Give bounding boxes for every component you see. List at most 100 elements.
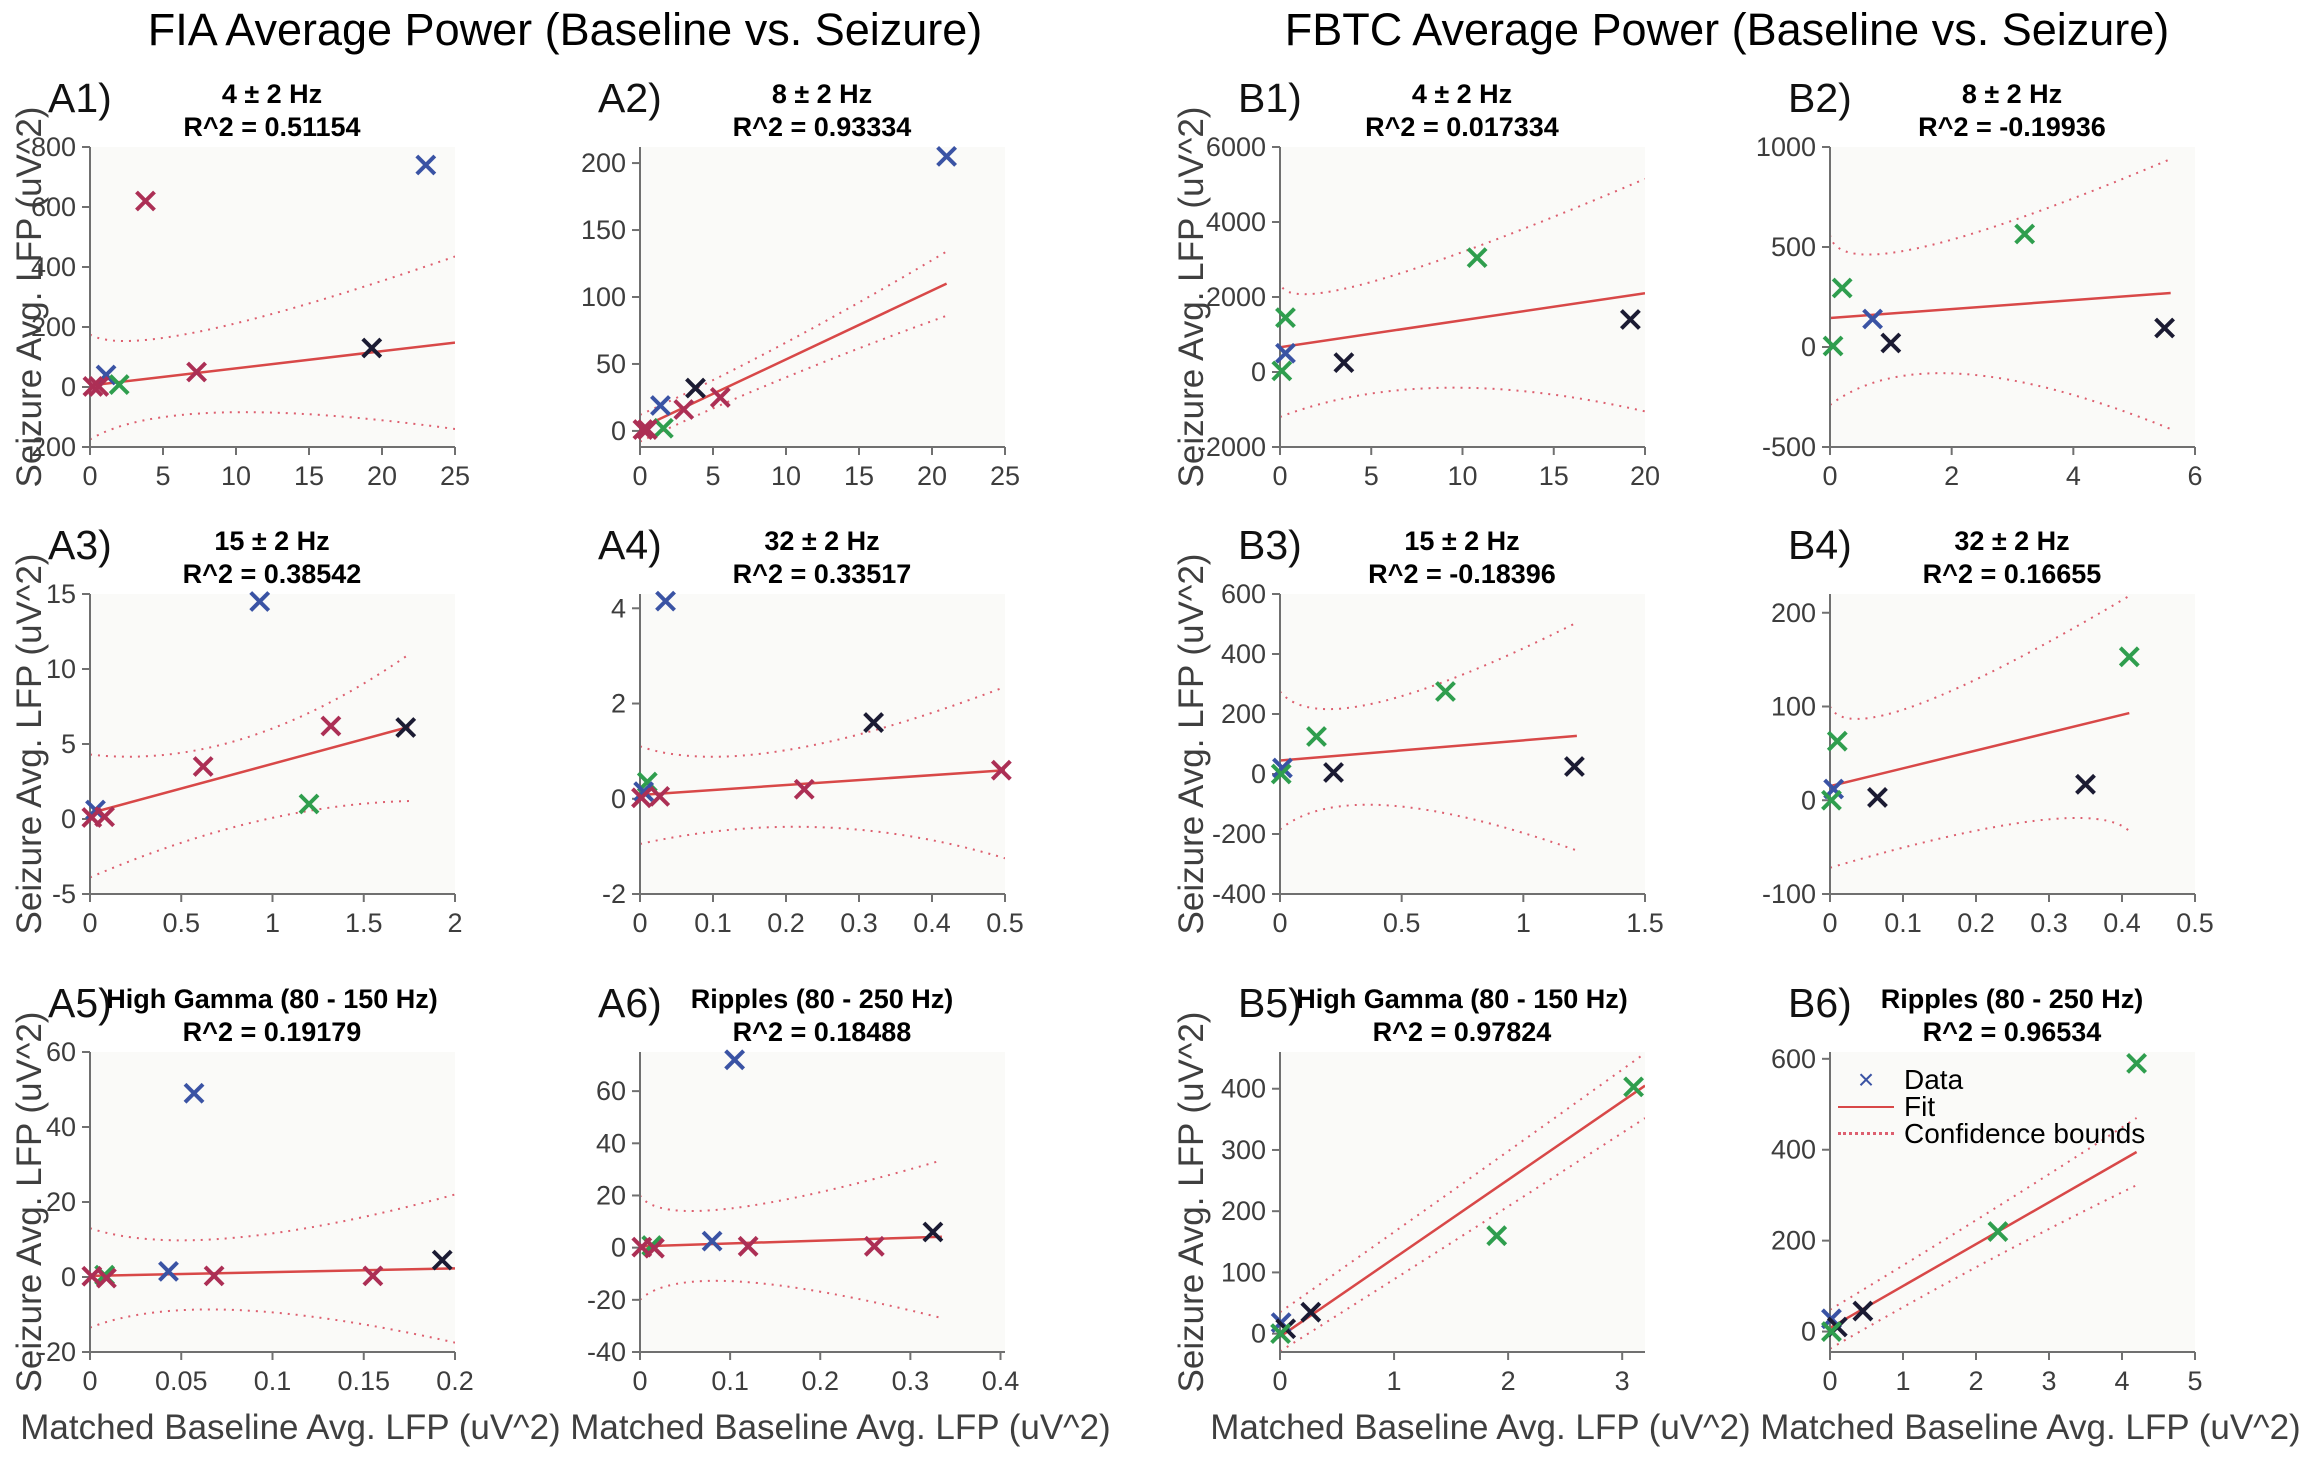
subplot-cell: A4) 32 ± 2 Hz R^2 = 0.33517 0 0.1 0.2 0.3 0.… [562, 522, 1032, 952]
fbtc-group-title: FBTC Average Power (Baseline vs. Seizure… [1284, 4, 2170, 55]
svg-text:20: 20 [367, 461, 397, 491]
subplot-subtitle: R^2 = 0.017334 [1365, 112, 1559, 142]
svg-text:800: 800 [31, 132, 76, 162]
svg-text:2000: 2000 [1206, 282, 1266, 312]
subplot-label: B4) [1788, 522, 1852, 568]
subplot-cell: B4) 32 ± 2 Hz R^2 = 0.16655 0 0.1 0.2 0.3 0.… [1752, 522, 2222, 952]
svg-text:1: 1 [265, 908, 280, 938]
svg-text:1: 1 [1387, 1366, 1402, 1396]
svg-text:20: 20 [46, 1187, 76, 1217]
subplot-title: Ripples (80 - 250 Hz) [690, 984, 954, 1014]
svg-text:20: 20 [1630, 461, 1660, 491]
svg-text:-100: -100 [1762, 879, 1816, 909]
data-marker-icon: × [1857, 1063, 1875, 1095]
scatter-plot: 0 0.1 0.2 0.3 0.4 -40 -20 0 20 40 60 [587, 1049, 1019, 1396]
confidence-bounds-icon [1838, 1132, 1894, 1135]
svg-text:0: 0 [611, 1233, 626, 1263]
svg-text:0: 0 [61, 804, 76, 834]
svg-text:0.2: 0.2 [801, 1366, 839, 1396]
subplot-subtitle: R^2 = 0.96534 [1922, 1017, 2102, 1047]
svg-text:0: 0 [82, 908, 97, 938]
subplot-label: B3) [1238, 522, 1302, 568]
svg-text:0: 0 [1801, 1317, 1816, 1347]
svg-text:5: 5 [155, 461, 170, 491]
svg-text:5: 5 [1364, 461, 1379, 491]
svg-text:5: 5 [2187, 1366, 2202, 1396]
subplot-label: B1) [1238, 75, 1302, 121]
svg-text:20: 20 [596, 1180, 626, 1210]
x-axis-label: Matched Baseline Avg. LFP (uV^2) [1760, 1408, 2301, 1447]
svg-text:200: 200 [1221, 699, 1266, 729]
svg-text:0: 0 [1801, 785, 1816, 815]
svg-text:-40: -40 [587, 1337, 626, 1367]
subplot-label: A3) [48, 522, 112, 568]
svg-text:0.05: 0.05 [155, 1366, 208, 1396]
svg-text:1.5: 1.5 [1626, 908, 1664, 938]
svg-text:0.2: 0.2 [1957, 908, 1995, 938]
svg-text:0: 0 [632, 908, 647, 938]
svg-text:400: 400 [1221, 1074, 1266, 1104]
svg-text:15: 15 [46, 579, 76, 609]
svg-text:-400: -400 [1212, 879, 1266, 909]
svg-text:-2: -2 [602, 879, 626, 909]
svg-text:4: 4 [2066, 461, 2081, 491]
subplot-label: A4) [598, 522, 662, 568]
legend-entry-data: × Data [1836, 1063, 2145, 1095]
svg-text:500: 500 [1771, 232, 1816, 262]
subplot-subtitle: R^2 = 0.18488 [732, 1017, 912, 1047]
svg-text:150: 150 [581, 215, 626, 245]
svg-text:0.4: 0.4 [2103, 908, 2141, 938]
svg-text:0: 0 [1822, 908, 1837, 938]
subplot-cell: A1) 4 ± 2 Hz R^2 = 0.51154 0 5 10 15 20 25 -20… [12, 75, 482, 505]
scatter-plot: 0 1 2 3 4 5 0 200 400 600 [1771, 1044, 2203, 1396]
subplot-title: 32 ± 2 Hz [764, 526, 880, 556]
svg-text:5: 5 [705, 461, 720, 491]
svg-text:50: 50 [596, 349, 626, 379]
svg-text:25: 25 [440, 461, 470, 491]
svg-text:300: 300 [1221, 1135, 1266, 1165]
svg-text:0.15: 0.15 [337, 1366, 390, 1396]
y-axis-label: Seizure Avg. LFP (uV^2) [10, 553, 49, 935]
y-axis-label: Seizure Avg. LFP (uV^2) [10, 106, 49, 488]
svg-text:-20: -20 [587, 1285, 626, 1315]
svg-text:200: 200 [31, 312, 76, 342]
svg-text:2: 2 [1968, 1366, 1983, 1396]
subplot-title: 4 ± 2 Hz [1411, 79, 1513, 109]
svg-text:0: 0 [1822, 461, 1837, 491]
svg-text:0.5: 0.5 [2176, 908, 2214, 938]
svg-text:10: 10 [46, 654, 76, 684]
y-axis-label: Seizure Avg. LFP (uV^2) [1172, 1011, 1211, 1393]
y-axis-label: Seizure Avg. LFP (uV^2) [1172, 553, 1211, 935]
svg-text:0: 0 [1272, 908, 1287, 938]
svg-text:4: 4 [611, 593, 626, 623]
subplot-label: B5) [1238, 980, 1302, 1026]
subplot-title: 15 ± 2 Hz [214, 526, 330, 556]
svg-text:0.5: 0.5 [986, 908, 1024, 938]
svg-text:20: 20 [917, 461, 947, 491]
svg-text:0.1: 0.1 [254, 1366, 292, 1396]
subplot-label: A1) [48, 75, 112, 121]
svg-text:0: 0 [61, 1262, 76, 1292]
svg-text:0.1: 0.1 [711, 1366, 749, 1396]
fia-group-title: FIA Average Power (Baseline vs. Seizure) [147, 4, 983, 55]
scatter-plot: 0 5 10 15 20 25 0 50 100 150 200 [581, 145, 1020, 491]
svg-text:200: 200 [1221, 1196, 1266, 1226]
svg-text:0.1: 0.1 [694, 908, 732, 938]
svg-text:0.5: 0.5 [162, 908, 200, 938]
svg-text:0: 0 [61, 372, 76, 402]
svg-text:0: 0 [82, 461, 97, 491]
plot-legend: × Data Fit Confidence bounds [1836, 1063, 2145, 1149]
svg-text:0.2: 0.2 [767, 908, 805, 938]
y-axis-label: Seizure Avg. LFP (uV^2) [10, 1011, 49, 1393]
svg-text:400: 400 [31, 252, 76, 282]
subplot-cell: B5) High Gamma (80 - 150 Hz) R^2 = 0.978… [1202, 980, 1672, 1410]
subplot-cell: B3) 15 ± 2 Hz R^2 = -0.18396 0 0.5 1 1.5 -40… [1202, 522, 1672, 952]
svg-text:100: 100 [1771, 692, 1816, 722]
svg-text:10: 10 [1447, 461, 1477, 491]
svg-text:0: 0 [82, 1366, 97, 1396]
svg-text:200: 200 [581, 148, 626, 178]
svg-text:600: 600 [1771, 1044, 1816, 1074]
scatter-plot: 0 1 2 3 0 100 200 300 400 [1221, 1052, 1645, 1396]
